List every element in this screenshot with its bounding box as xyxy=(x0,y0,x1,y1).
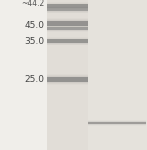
Bar xyxy=(47,3,88,9)
Bar xyxy=(88,122,146,124)
Bar xyxy=(47,39,88,43)
Bar xyxy=(88,0,147,150)
Bar xyxy=(47,18,88,28)
Bar xyxy=(47,19,88,27)
Bar xyxy=(47,75,88,84)
Bar xyxy=(47,25,88,32)
Bar xyxy=(47,21,88,26)
Bar xyxy=(47,6,88,13)
Bar xyxy=(47,77,88,82)
Bar xyxy=(0,0,47,150)
Bar xyxy=(47,76,88,83)
Bar xyxy=(47,7,88,13)
Bar xyxy=(47,74,88,85)
Bar xyxy=(88,121,146,125)
Bar xyxy=(47,0,88,150)
Bar xyxy=(88,121,146,125)
Text: 45.0: 45.0 xyxy=(24,21,44,30)
Bar xyxy=(47,37,88,45)
Bar xyxy=(88,122,146,124)
Bar xyxy=(47,4,88,8)
Bar xyxy=(47,8,88,11)
Bar xyxy=(47,27,88,30)
Text: 25.0: 25.0 xyxy=(24,75,44,84)
Text: 35.0: 35.0 xyxy=(24,37,44,46)
Bar xyxy=(47,8,88,12)
Bar xyxy=(47,26,88,32)
Bar xyxy=(47,26,88,31)
Text: ~44.2: ~44.2 xyxy=(21,0,44,8)
Bar xyxy=(47,21,88,26)
Bar xyxy=(88,120,146,126)
Bar xyxy=(47,4,88,8)
Bar xyxy=(47,77,88,82)
Bar xyxy=(47,20,88,26)
Bar xyxy=(47,39,88,44)
Bar xyxy=(47,27,88,30)
Bar xyxy=(47,2,88,10)
Bar xyxy=(47,0,147,150)
Bar xyxy=(47,38,88,45)
Bar xyxy=(47,4,88,8)
Bar xyxy=(47,8,88,11)
Bar xyxy=(47,39,88,43)
